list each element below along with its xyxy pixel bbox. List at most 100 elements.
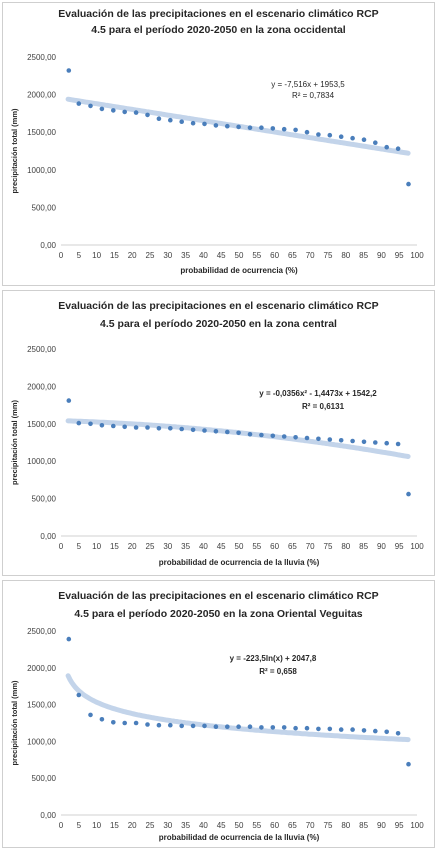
x-tick-label: 95 (395, 542, 404, 551)
y-tick-label: 2500,00 (27, 53, 56, 62)
x-tick-label: 50 (235, 251, 244, 260)
chart-svg: Evaluación de las precipitaciones en el … (10, 8, 424, 275)
x-tick-label: 55 (252, 251, 261, 260)
x-tick-label: 0 (59, 821, 64, 830)
data-point (304, 129, 310, 135)
data-point (190, 723, 196, 729)
trend-equation: y = -223,5ln(x) + 2047,8 (230, 654, 317, 663)
data-point (327, 437, 333, 442)
data-point (122, 720, 127, 726)
x-tick-label: 55 (252, 821, 261, 830)
trend-equation: y = -0,0356x² - 1,4473x + 1542,2 (259, 389, 377, 398)
data-point (111, 108, 116, 113)
data-point (156, 426, 162, 431)
data-point (247, 724, 253, 729)
x-tick-label: 35 (181, 542, 190, 551)
y-tick-label: 2000,00 (27, 664, 56, 673)
x-tick-label: 90 (377, 821, 386, 830)
x-axis-label: probabilidad de ocurrencia (%) (180, 266, 298, 275)
x-tick-label: 65 (288, 821, 297, 830)
data-point (133, 425, 139, 430)
x-tick-label: 30 (163, 251, 172, 260)
y-axis-label: precipitación total (mm) (10, 108, 19, 194)
x-tick-label: 30 (163, 821, 172, 830)
x-tick-label: 25 (146, 251, 155, 260)
y-tick-label: 1000,00 (27, 457, 56, 466)
data-point (122, 109, 127, 115)
data-point (293, 725, 298, 731)
data-point (259, 725, 264, 730)
data-point (338, 727, 344, 732)
data-point (179, 723, 184, 729)
y-tick-label: 500,00 (32, 495, 57, 504)
y-tick-label: 0,00 (40, 532, 56, 541)
data-point (168, 722, 173, 728)
data-point (122, 424, 127, 430)
data-point (88, 103, 93, 109)
x-tick-label: 100 (410, 251, 424, 260)
x-tick-label: 65 (288, 542, 297, 551)
x-tick-label: 80 (341, 542, 350, 551)
data-point (384, 729, 390, 735)
y-tick-label: 500,00 (32, 203, 57, 212)
data-point (190, 427, 196, 433)
chart-title-line2: 4.5 para el período 2020-2050 en la zona… (91, 24, 346, 36)
data-point (395, 146, 401, 151)
data-point (133, 720, 139, 726)
y-tick-label: 1500,00 (27, 420, 56, 429)
data-point (350, 727, 355, 732)
y-tick-label: 2000,00 (27, 382, 56, 391)
data-point (270, 433, 276, 439)
chart-svg: Evaluación de las precipitaciones en el … (10, 590, 424, 842)
data-point (145, 425, 150, 430)
x-tick-label: 45 (217, 542, 226, 551)
data-point (384, 440, 390, 446)
data-point (281, 434, 287, 439)
x-tick-label: 15 (110, 251, 119, 260)
y-tick-label: 500,00 (32, 774, 57, 783)
x-tick-label: 20 (128, 251, 137, 260)
x-tick-label: 50 (235, 821, 244, 830)
chart-title-line2: 4.5 para el período 2020-2050 en la zona… (74, 608, 362, 620)
data-point (66, 68, 72, 73)
x-tick-label: 5 (77, 542, 82, 551)
x-tick-label: 100 (410, 821, 424, 830)
data-point (156, 722, 162, 728)
x-tick-label: 20 (128, 821, 137, 830)
x-tick-label: 90 (377, 251, 386, 260)
data-point (236, 124, 241, 130)
data-point (373, 140, 378, 145)
data-point (111, 720, 116, 725)
x-tick-label: 50 (235, 542, 244, 551)
x-tick-label: 15 (110, 542, 119, 551)
data-point (202, 723, 207, 729)
data-point (111, 423, 116, 429)
data-point (281, 725, 287, 730)
data-point (316, 132, 321, 137)
x-tick-label: 75 (324, 821, 333, 830)
data-point (327, 132, 333, 138)
data-point (190, 120, 196, 126)
x-tick-label: 40 (199, 821, 208, 830)
data-point (99, 106, 105, 112)
x-tick-label: 70 (306, 542, 315, 551)
x-tick-label: 85 (359, 542, 368, 551)
chart-title-line1: Evaluación de las precipitaciones en el … (58, 8, 378, 20)
data-point (145, 722, 150, 727)
data-point (406, 761, 411, 767)
data-point (259, 125, 264, 130)
x-tick-label: 80 (341, 821, 350, 830)
data-point (316, 726, 321, 732)
data-point (133, 110, 139, 115)
data-point (338, 134, 344, 139)
data-point (406, 181, 411, 187)
x-tick-label: 10 (92, 542, 101, 551)
x-tick-label: 35 (181, 251, 190, 260)
data-point (99, 423, 105, 428)
x-tick-label: 55 (252, 542, 261, 551)
data-point (395, 731, 401, 736)
y-tick-label: 2000,00 (27, 91, 56, 100)
data-point (395, 441, 401, 447)
x-tick-label: 60 (270, 542, 279, 551)
data-point (361, 439, 367, 445)
